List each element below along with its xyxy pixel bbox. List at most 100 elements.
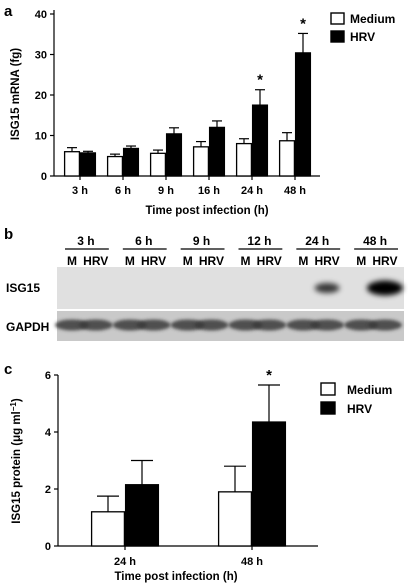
bar-medium-24-h xyxy=(235,142,253,177)
panel-c-y-axis-title: ISG15 protein (μg ml−1) xyxy=(9,398,23,524)
significance-marker: * xyxy=(257,72,263,89)
panel-c-x-ticks: 24 h 48 h xyxy=(114,546,263,568)
gapdh-band-24-h-hrv xyxy=(310,319,345,331)
panel-a: a ISG15 mRNA (fg) Time post infection (h… xyxy=(4,3,395,217)
y-tick-label: 30 xyxy=(35,50,47,62)
panel-c-y-axis-title-main: ISG15 protein (μg ml xyxy=(11,411,23,523)
blot-lane-label-m: M xyxy=(241,254,251,268)
y-tick-label: 0 xyxy=(45,541,51,553)
y-tick-label: 10 xyxy=(35,131,47,143)
panel-c-label: c xyxy=(4,361,12,378)
bar-hrv-24-h xyxy=(251,104,269,177)
gapdh-band-3-h-hrv xyxy=(78,319,113,331)
legend-hrv-label: HRV xyxy=(347,402,372,416)
blot-lane-label-m: M xyxy=(125,254,135,268)
bar-medium-9-h xyxy=(149,152,167,177)
gapdh-band-24-h-m xyxy=(286,319,321,331)
panel-b-label: b xyxy=(4,226,13,243)
x-tick-label: 6 h xyxy=(115,185,131,197)
blot-lane-label-hrv: HRV xyxy=(372,254,397,268)
bar-medium-24-h xyxy=(90,511,126,547)
panel-a-y-axis-title: ISG15 mRNA (fg) xyxy=(10,48,22,140)
blot-bands xyxy=(55,280,403,331)
x-tick-label: 24 h xyxy=(241,185,263,197)
gapdh-band-9-h-hrv xyxy=(194,319,229,331)
blot-lane-label-m: M xyxy=(67,254,77,268)
panel-a-label: a xyxy=(4,3,13,20)
x-tick-label: 48 h xyxy=(241,556,263,568)
bar-hrv-48-h xyxy=(294,52,312,177)
blot-lane-label-hrv: HRV xyxy=(315,254,340,268)
y-tick-label: 2 xyxy=(45,484,51,496)
blot-time-label: 9 h xyxy=(193,234,210,248)
blot-isg15-row-label: ISG15 xyxy=(6,281,40,295)
isg15-band-24-h-hrv xyxy=(314,282,340,294)
bar-medium-48-h xyxy=(217,491,253,547)
y-tick-label: 20 xyxy=(35,90,47,102)
x-tick-label: 24 h xyxy=(114,556,136,568)
gapdh-band-3-h-m xyxy=(55,319,90,331)
panel-a-bars: ** xyxy=(63,15,312,177)
panel-c: c ISG15 protein (μg ml−1) Time post infe… xyxy=(4,361,392,583)
blot-lane-label-hrv: HRV xyxy=(199,254,224,268)
bar-medium-6-h xyxy=(106,155,124,177)
panel-c-bars: * xyxy=(90,367,287,547)
blot-time-label: 48 h xyxy=(363,234,387,248)
blot-lane-label-hrv: HRV xyxy=(83,254,108,268)
blot-lane-label-hrv: HRV xyxy=(141,254,166,268)
blot-time-label: 24 h xyxy=(305,234,329,248)
legend-medium-swatch xyxy=(330,12,345,25)
bar-medium-3-h xyxy=(63,151,81,177)
y-tick-label: 6 xyxy=(45,370,51,382)
gapdh-band-48-h-hrv xyxy=(367,319,402,331)
legend-medium-label: Medium xyxy=(350,12,395,26)
significance-marker: * xyxy=(266,367,272,384)
panel-a-x-axis-title: Time post infection (h) xyxy=(145,205,268,217)
blot-time-label: 12 h xyxy=(247,234,271,248)
panel-c-y-axis-title-sup: −1 xyxy=(9,402,18,412)
isg15-band-48-h-hrv xyxy=(366,280,403,296)
blot-lane-label-hrv: HRV xyxy=(257,254,282,268)
panel-c-legend: Medium HRV xyxy=(320,382,392,416)
bar-hrv-6-h xyxy=(122,147,140,177)
bar-medium-16-h xyxy=(192,146,210,177)
x-tick-label: 16 h xyxy=(198,185,220,197)
blot-time-label: 3 h xyxy=(77,234,94,248)
legend-hrv-swatch xyxy=(320,401,336,415)
bar-hrv-9-h xyxy=(165,133,183,177)
x-tick-label: 3 h xyxy=(72,185,88,197)
blot-lane-label-m: M xyxy=(298,254,308,268)
y-tick-label: 40 xyxy=(35,9,47,21)
panel-c-y-ticks: 0 2 4 6 xyxy=(45,370,58,553)
bar-hrv-24-h xyxy=(124,484,160,547)
bar-hrv-3-h xyxy=(79,152,97,177)
blot-isg15-membrane xyxy=(57,267,404,309)
y-tick-label: 4 xyxy=(45,427,52,439)
bar-hrv-16-h xyxy=(208,126,226,177)
gapdh-band-12-h-m xyxy=(228,319,263,331)
blot-gapdh-row-label: GAPDH xyxy=(6,320,49,334)
x-tick-label: 9 h xyxy=(158,185,174,197)
gapdh-band-6-h-m xyxy=(112,319,147,331)
legend-hrv-label: HRV xyxy=(350,30,375,44)
panel-c-x-axis-title: Time post infection (h) xyxy=(114,571,237,583)
panel-a-y-ticks: 0 10 20 30 40 xyxy=(35,9,54,183)
gapdh-band-6-h-hrv xyxy=(136,319,171,331)
panel-c-y-axis-title-end: ) xyxy=(11,398,23,402)
gapdh-band-48-h-m xyxy=(344,319,379,331)
panel-a-legend: Medium HRV xyxy=(330,12,395,44)
legend-medium-label: Medium xyxy=(347,383,392,397)
y-tick-label: 0 xyxy=(41,171,47,183)
significance-marker: * xyxy=(300,15,306,32)
legend-hrv-swatch xyxy=(330,30,345,43)
panel-a-x-ticks: 3 h 6 h 9 h 16 h 24 h 48 h xyxy=(72,176,306,197)
bar-medium-48-h xyxy=(278,140,296,177)
bar-hrv-48-h xyxy=(251,421,287,547)
blot-lane-label-m: M xyxy=(356,254,366,268)
gapdh-band-12-h-hrv xyxy=(252,319,287,331)
legend-medium-swatch xyxy=(320,382,336,396)
blot-time-label: 6 h xyxy=(135,234,152,248)
